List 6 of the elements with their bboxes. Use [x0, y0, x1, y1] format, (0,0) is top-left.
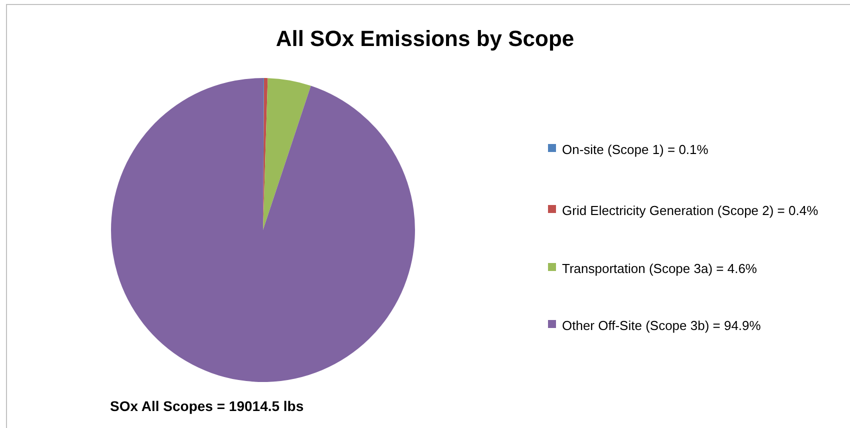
- legend-label: Other Off-Site (Scope 3b) = 94.9%: [562, 317, 762, 335]
- legend-label: Transportation (Scope 3a) = 4.6%: [562, 260, 758, 278]
- legend-label: On-site (Scope 1) = 0.1%: [562, 141, 710, 159]
- text: SOx All Scopes = 19014.5 lbs: [110, 398, 304, 414]
- legend-label: Grid Electricity Generation (Scope 2) = 0.4%: [562, 202, 820, 220]
- chart-title: All SOx Emissions by Scope: [274, 26, 576, 52]
